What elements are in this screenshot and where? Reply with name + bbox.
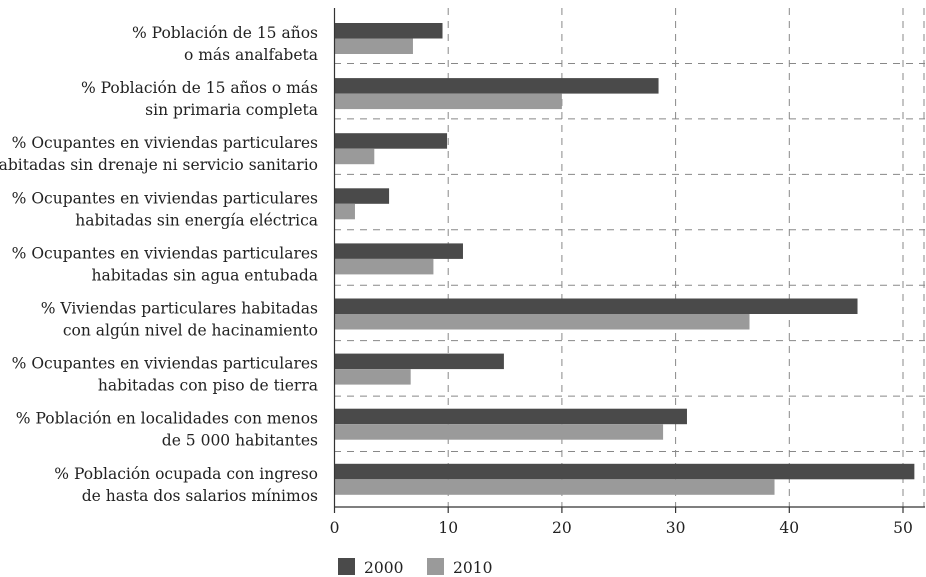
- bar-2000-6: [334, 353, 504, 370]
- category-label-3: % Ocupantes en viviendas particulares hab…: [12, 189, 318, 229]
- x-tick-label-30: 30: [666, 519, 686, 537]
- category-label-7: % Población en localidades con menos de 5…: [16, 410, 318, 450]
- legend-label-2000: 2000: [364, 559, 403, 577]
- x-tick-label-0: 0: [330, 519, 340, 537]
- x-tick-label-40: 40: [779, 519, 799, 537]
- legend: 2000 2010: [338, 558, 492, 577]
- bar-2000-8: [334, 463, 915, 480]
- bar-2000-2: [334, 133, 448, 149]
- category-label-1: % Población de 15 años o más sin primaria…: [81, 79, 318, 119]
- bar-2010-0: [334, 38, 413, 54]
- axes: [333, 8, 925, 513]
- category-label-0: % Población de 15 años o más analfabeta: [132, 24, 318, 64]
- legend-swatch-2000: [338, 558, 355, 575]
- bar-2010-5: [334, 314, 750, 330]
- bar-2000-3: [334, 188, 390, 204]
- category-label-8: % Población ocupada con ingreso de hasta …: [54, 465, 318, 505]
- legend-label-2010: 2010: [453, 559, 492, 577]
- x-tick-label-50: 50: [893, 519, 913, 537]
- x-tick-label-10: 10: [438, 519, 458, 537]
- bars: [334, 23, 915, 495]
- legend-swatch-2010: [427, 558, 444, 575]
- bar-2010-6: [334, 369, 411, 385]
- category-label-2: % Ocupantes en viviendas particulares hab…: [0, 134, 318, 174]
- bar-2000-7: [334, 408, 687, 425]
- category-labels: % Población de 15 años o más analfabeta % …: [0, 24, 318, 505]
- bar-2010-2: [334, 148, 375, 165]
- bar-2000-0: [334, 23, 443, 39]
- category-label-4: % Ocupantes en viviendas particulares hab…: [12, 244, 318, 284]
- bar-2010-4: [334, 258, 434, 275]
- bar-2010-1: [334, 93, 562, 110]
- bar-2010-8: [334, 479, 775, 495]
- bar-2000-1: [334, 78, 659, 94]
- bar-2010-3: [334, 203, 355, 220]
- bar-2000-5: [334, 298, 858, 314]
- bar-2010-7: [334, 424, 664, 440]
- x-tick-labels: 0 10 20 30 40 50: [330, 519, 913, 537]
- category-label-5: % Viviendas particulares habitadas con al…: [41, 300, 318, 340]
- x-tick-label-20: 20: [552, 519, 572, 537]
- bar-2000-4: [334, 243, 463, 259]
- category-label-6: % Ocupantes en viviendas particulares hab…: [12, 355, 318, 395]
